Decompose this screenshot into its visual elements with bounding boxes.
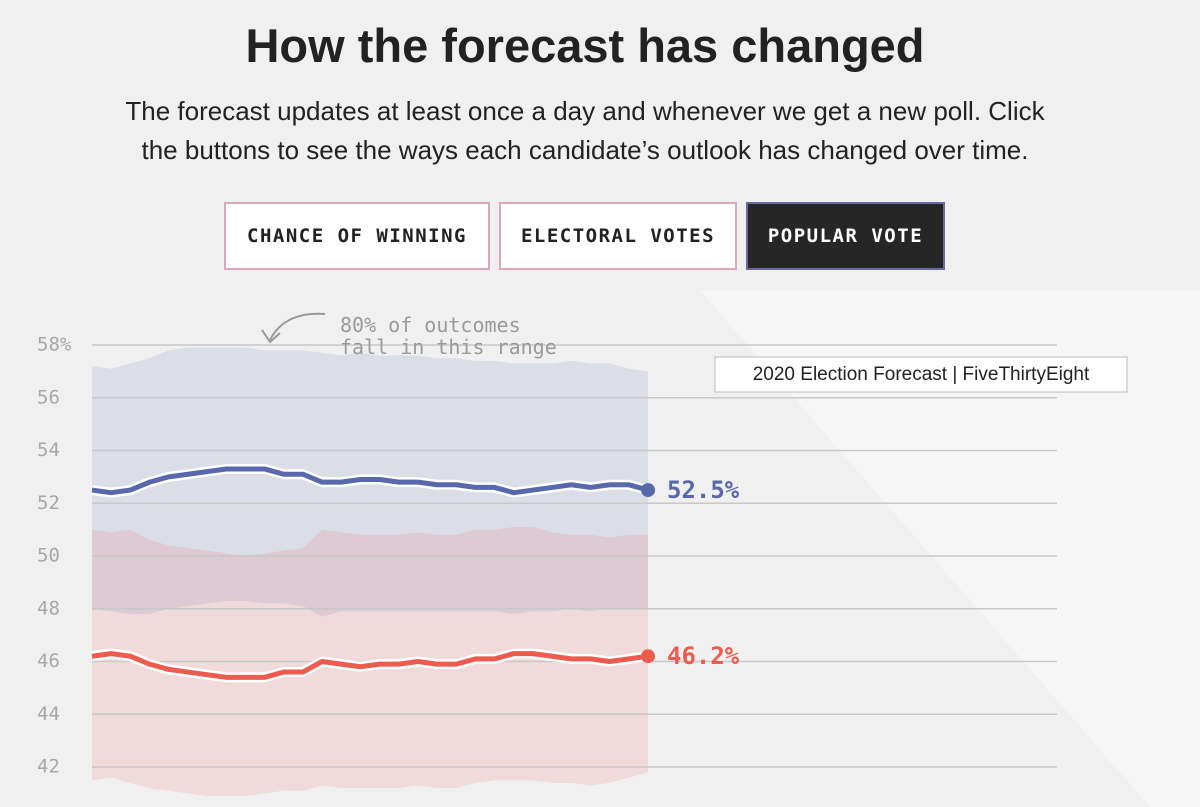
background-shade (700, 290, 1200, 807)
tab-button[interactable]: ELECTORAL VOTES (499, 202, 737, 270)
y-tick-label: 44 (37, 703, 60, 725)
annotation-arrow (261, 312, 326, 344)
y-tick-label: 52 (37, 492, 60, 514)
y-tick-label: 58% (37, 334, 72, 356)
value-label: 46.2% (667, 642, 740, 670)
y-tick-label: 50 (37, 545, 60, 567)
tooltip: 2020 Election Forecast | FiveThirtyEight (753, 364, 1090, 385)
line (91, 651, 649, 680)
end-dot (641, 483, 655, 498)
plot-area: 58% 56 54 52 50 48 46 44 42 52.5% 46.2% (37, 334, 1057, 797)
y-tick-label: 48 (37, 597, 60, 619)
annotation: 80% of outcomes (340, 313, 521, 337)
y-tick-label: 46 (37, 650, 60, 672)
end-dot (641, 649, 655, 664)
tooltip-box (714, 356, 1128, 393)
line (91, 466, 649, 496)
chart-subtitle: The forecast updates at least once a day… (125, 96, 1045, 126)
y-tick-label: 42 (37, 756, 60, 778)
chart-subtitle: the buttons to see the ways each candida… (142, 135, 1029, 165)
tab-button[interactable]: POPULAR VOTE (746, 202, 945, 270)
y-tick-label: 54 (37, 439, 60, 461)
chart-title: How the forecast has changed (245, 19, 924, 72)
value-label: 52.5% (667, 476, 740, 504)
annotation: fall in this range (340, 335, 557, 359)
tab-button[interactable]: CHANCE OF WINNING (224, 202, 490, 270)
y-tick-label: 56 (37, 386, 60, 408)
